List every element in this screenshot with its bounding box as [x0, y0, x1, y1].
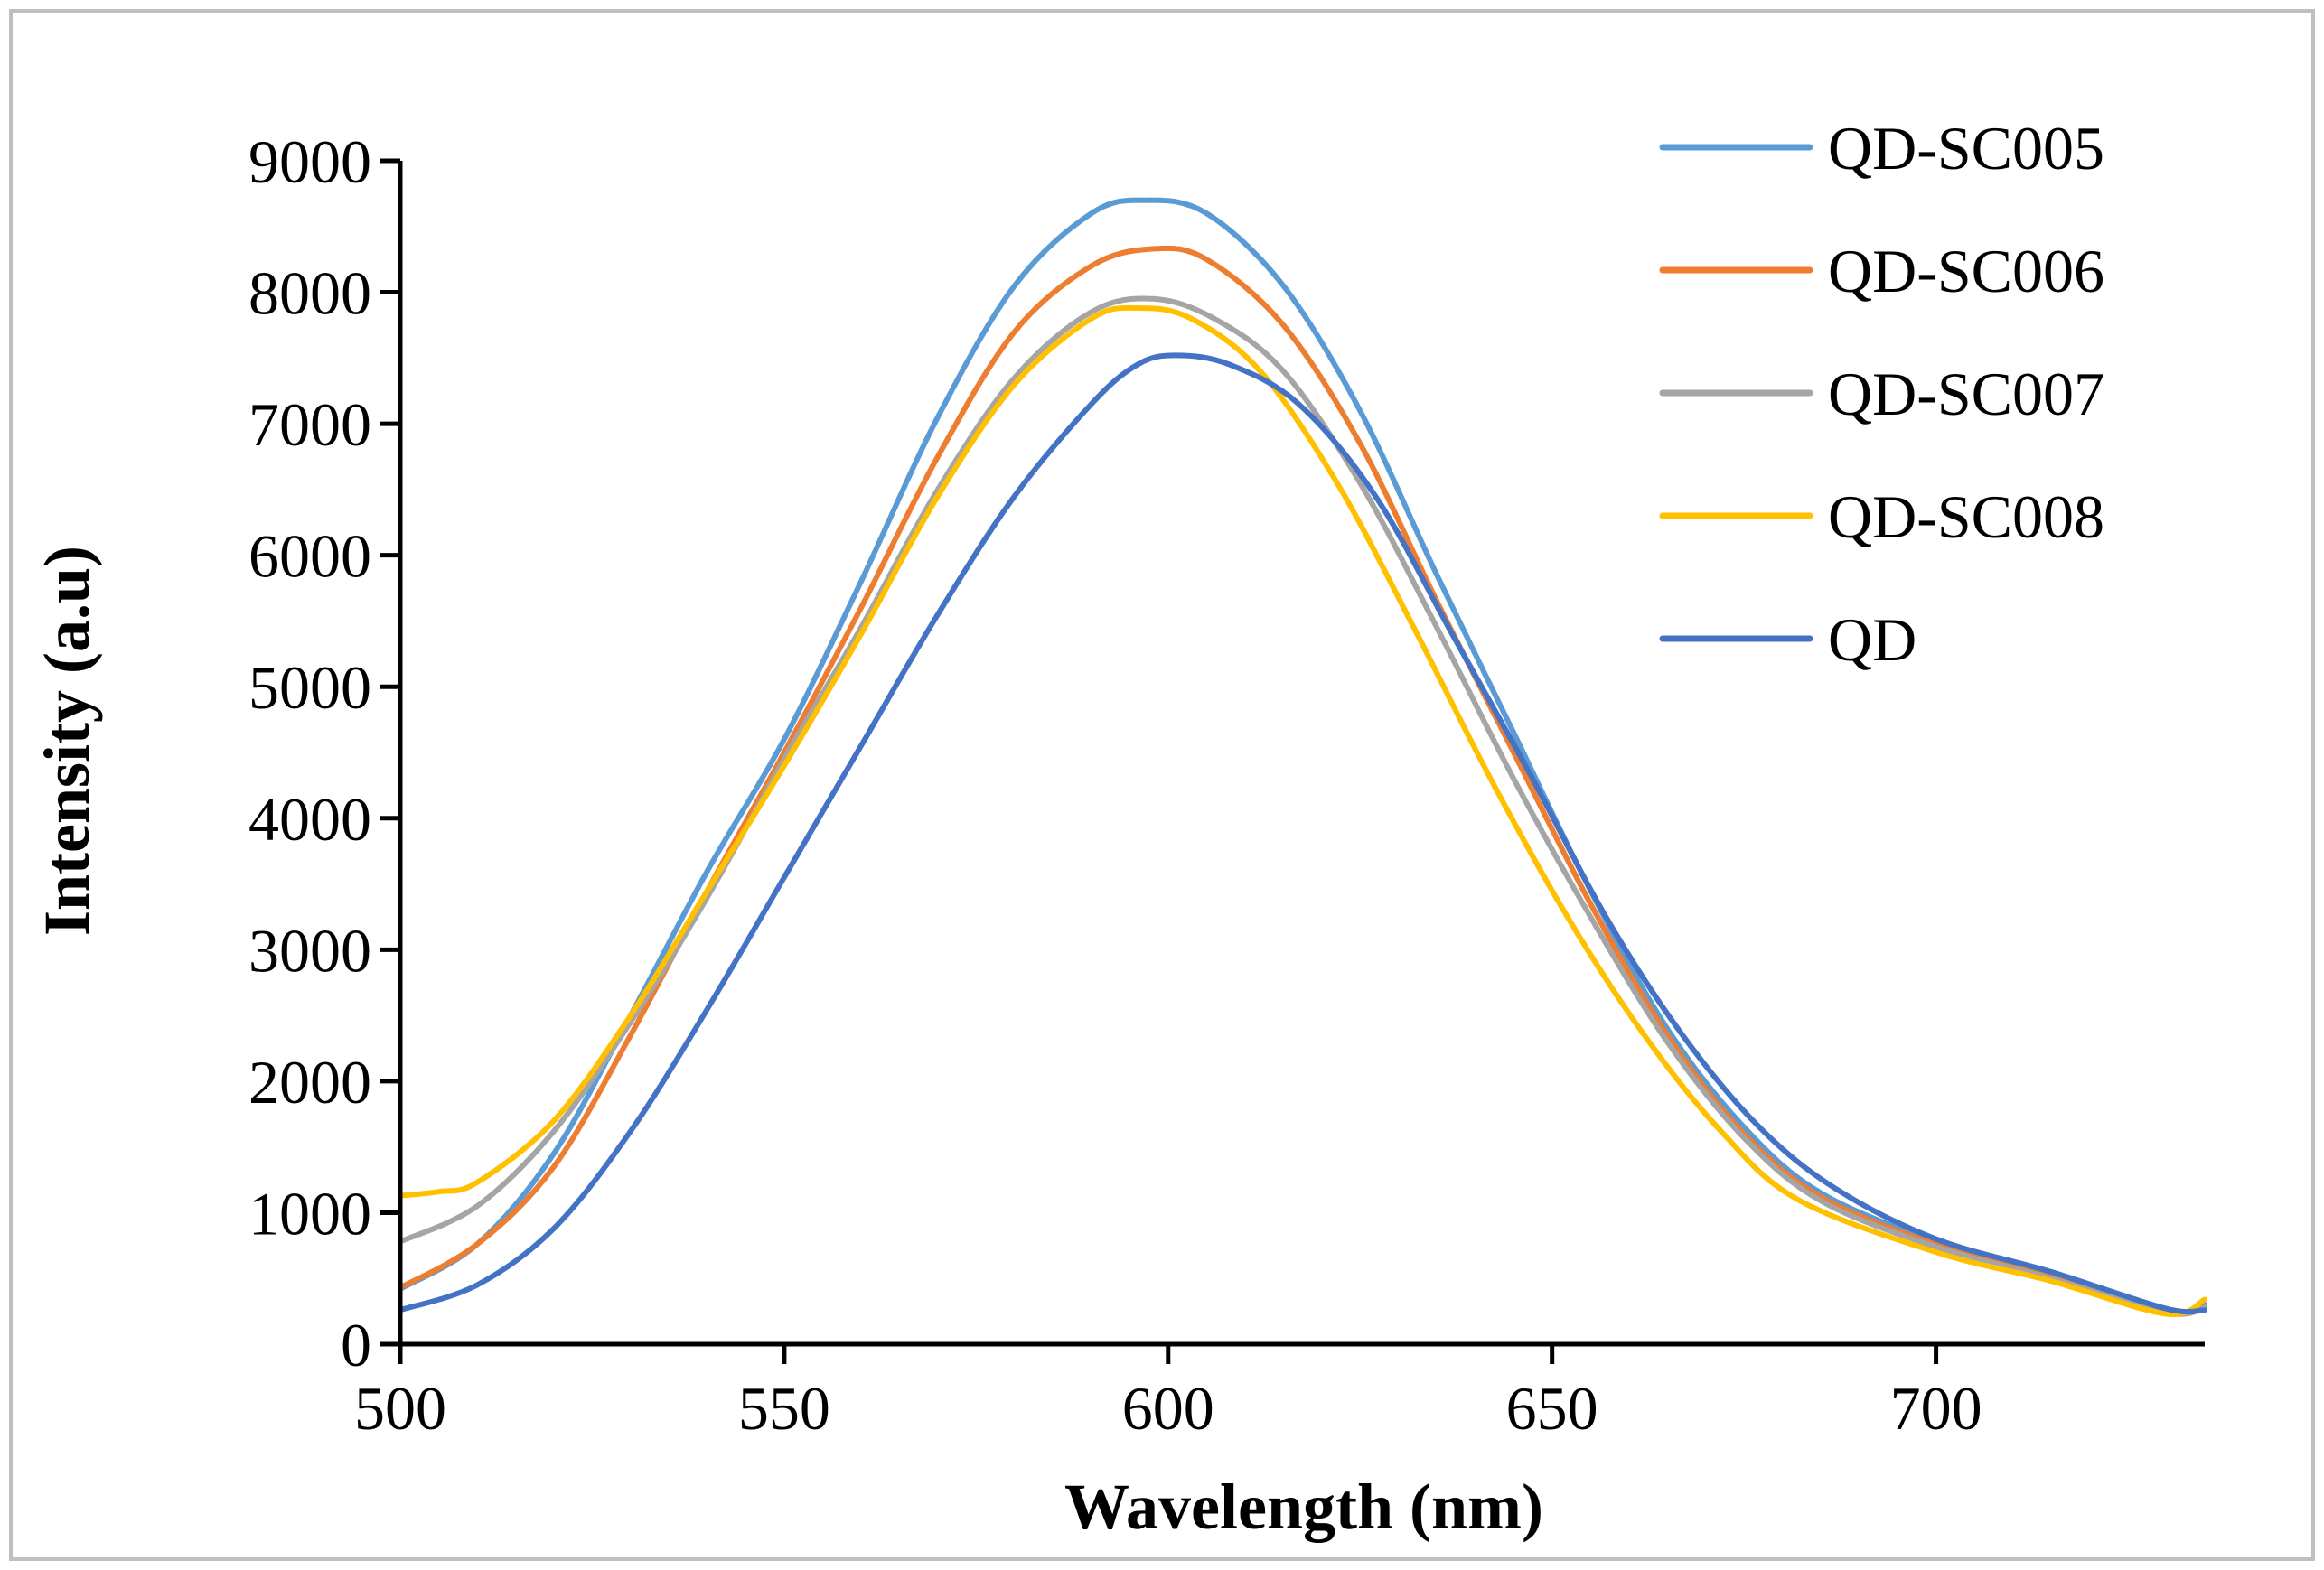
series-line-qd-sc007 [398, 295, 2207, 1317]
legend-entry: QD-SC005 [1659, 114, 2104, 182]
x-tick-label: 500 [354, 1374, 446, 1443]
y-tick-label: 6000 [248, 522, 371, 591]
ticks-layer: 0 1000 2000 3000 4000 5000 6000 7000 8000 9000 500… [248, 127, 1982, 1443]
legend-label: QD-SC007 [1828, 360, 2104, 428]
legend-label: QD-SC006 [1828, 237, 2104, 305]
x-tick-label: 650 [1506, 1374, 1598, 1443]
legend-entry: QD-SC008 [1659, 482, 2104, 551]
legend: QD-SC005 QD-SC006 QD-SC007 QD-SC008 QD [1659, 114, 2104, 674]
y-axis-title: Intensity (a.u) [31, 546, 103, 936]
series-line-qd-sc008 [398, 304, 2207, 1317]
chart-border [9, 9, 2315, 1561]
legend-entry: QD [1659, 605, 1916, 674]
y-tick-label: 0 [341, 1311, 371, 1379]
x-tick-label: 600 [1122, 1374, 1214, 1443]
x-axis-title: Wavelength (nm) [1064, 1471, 1543, 1543]
series-layer [398, 197, 2207, 1317]
x-tick-label: 550 [738, 1374, 830, 1443]
y-tick-label: 1000 [248, 1179, 371, 1248]
y-tick-label: 3000 [248, 916, 371, 985]
legend-label: QD-SC005 [1828, 114, 2104, 182]
y-tick-label: 4000 [248, 785, 371, 854]
y-tick-label: 5000 [248, 653, 371, 722]
legend-label: QD [1828, 605, 1916, 674]
series-line-qd [398, 352, 2207, 1315]
y-tick-label: 9000 [248, 127, 371, 196]
y-tick-label: 2000 [248, 1048, 371, 1117]
series-line-qd-sc005 [398, 197, 2207, 1315]
y-tick-label: 8000 [248, 259, 371, 328]
legend-label: QD-SC008 [1828, 482, 2104, 551]
axes-layer [398, 161, 2205, 1347]
legend-entry: QD-SC006 [1659, 237, 2104, 305]
x-tick-label: 700 [1890, 1374, 1982, 1443]
y-tick-label: 7000 [248, 390, 371, 459]
legend-entry: QD-SC007 [1659, 360, 2104, 428]
